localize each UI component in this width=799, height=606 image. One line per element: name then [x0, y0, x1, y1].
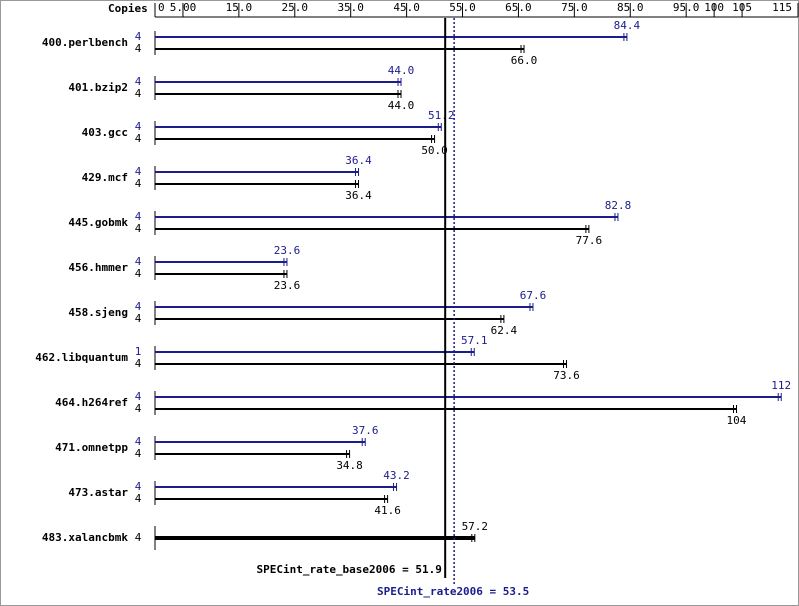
x-tick-label: 15.0 — [226, 1, 253, 14]
copies: 4 — [135, 42, 142, 55]
benchmark-label: 464.h264ref — [55, 396, 128, 409]
axis-label: Copies — [108, 2, 148, 15]
benchmark-label: 400.perlbench — [42, 36, 128, 49]
benchmark-label: 462.libquantum — [35, 351, 128, 364]
benchmark-label: 403.gcc — [82, 126, 128, 139]
copies: 4 — [135, 30, 142, 43]
value-label: 66.0 — [511, 54, 538, 67]
bar — [155, 36, 627, 38]
value-label: 50.0 — [421, 144, 448, 157]
benchmark-label: 401.bzip2 — [68, 81, 128, 94]
bar — [155, 351, 475, 353]
copies: 4 — [135, 255, 142, 268]
value-label: 57.2 — [462, 520, 489, 533]
copies: 4 — [135, 177, 142, 190]
copies: 4 — [135, 300, 142, 313]
copies: 4 — [135, 531, 142, 544]
value-label: 62.4 — [491, 324, 518, 337]
value-label: 34.8 — [336, 459, 363, 472]
bar — [155, 261, 287, 263]
copies: 4 — [135, 357, 142, 370]
x-tick-label: 95.0 — [673, 1, 700, 14]
copies: 4 — [135, 165, 142, 178]
copies: 4 — [135, 435, 142, 448]
copies: 4 — [135, 447, 142, 460]
value-label: 23.6 — [274, 244, 301, 257]
bar — [155, 396, 782, 398]
bar — [155, 48, 525, 50]
value-label: 37.6 — [352, 424, 379, 437]
value-label: 51.2 — [428, 109, 455, 122]
bar — [155, 486, 397, 488]
bar — [155, 138, 435, 140]
copies: 4 — [135, 390, 142, 403]
copies: 4 — [135, 132, 142, 145]
value-label: 36.4 — [345, 189, 372, 202]
bar — [155, 93, 402, 95]
reference-label: SPECint_rate_base2006 = 51.9 — [256, 563, 441, 576]
bar — [155, 441, 366, 443]
value-label: 82.8 — [605, 199, 632, 212]
copies: 4 — [135, 492, 142, 505]
bar — [155, 318, 504, 320]
copies: 4 — [135, 210, 142, 223]
x-tick-label: 65.0 — [505, 1, 532, 14]
bar — [155, 453, 350, 455]
x-tick-label: 45.0 — [393, 1, 420, 14]
benchmark-label: 445.gobmk — [68, 216, 128, 229]
value-label: 112 — [771, 379, 791, 392]
bar — [155, 183, 359, 185]
benchmark-label: 483.xalancbmk — [42, 531, 128, 544]
copies: 4 — [135, 267, 142, 280]
bar — [155, 536, 475, 540]
x-tick-label: 25.0 — [282, 1, 309, 14]
benchmark-label: 473.astar — [68, 486, 128, 499]
value-label: 73.6 — [553, 369, 580, 382]
value-label: 77.6 — [576, 234, 603, 247]
value-label: 104 — [727, 414, 747, 427]
bar — [155, 171, 359, 173]
x-tick-label: 35.0 — [337, 1, 364, 14]
value-label: 44.0 — [388, 64, 415, 77]
value-label: 36.4 — [345, 154, 372, 167]
bar — [155, 126, 442, 128]
value-label: 44.0 — [388, 99, 415, 112]
copies: 4 — [135, 312, 142, 325]
x-tick-label: 115 — [772, 1, 792, 14]
value-label: 41.6 — [374, 504, 401, 517]
copies: 4 — [135, 480, 142, 493]
bar — [155, 81, 402, 83]
copies: 1 — [135, 345, 142, 358]
copies: 4 — [135, 87, 142, 100]
value-label: 23.6 — [274, 279, 301, 292]
value-label: 43.2 — [383, 469, 410, 482]
copies: 4 — [135, 402, 142, 415]
x-tick-label: 55.0 — [449, 1, 476, 14]
bar — [155, 228, 589, 230]
bar — [155, 498, 388, 500]
bar — [155, 216, 618, 218]
bar — [155, 363, 567, 365]
x-tick-label: 5.00 — [170, 1, 197, 14]
benchmark-label: 429.mcf — [82, 171, 128, 184]
reference-label: SPECint_rate2006 = 53.5 — [377, 585, 529, 598]
benchmark-label: 471.omnetpp — [55, 441, 128, 454]
x-tick-label: 75.0 — [561, 1, 588, 14]
benchmark-label: 456.hmmer — [68, 261, 128, 274]
copies: 4 — [135, 120, 142, 133]
value-label: 57.1 — [461, 334, 488, 347]
copies: 4 — [135, 75, 142, 88]
value-label: 67.6 — [520, 289, 547, 302]
benchmark-label: 458.sjeng — [68, 306, 128, 319]
x-tick-label: 85.0 — [617, 1, 644, 14]
x-tick-label: 100 — [704, 1, 724, 14]
copies: 4 — [135, 222, 142, 235]
x-tick-label: 0 — [158, 1, 165, 14]
x-tick-label: 105 — [732, 1, 752, 14]
value-label: 84.4 — [614, 19, 641, 32]
bar — [155, 306, 533, 308]
bar — [155, 273, 287, 275]
